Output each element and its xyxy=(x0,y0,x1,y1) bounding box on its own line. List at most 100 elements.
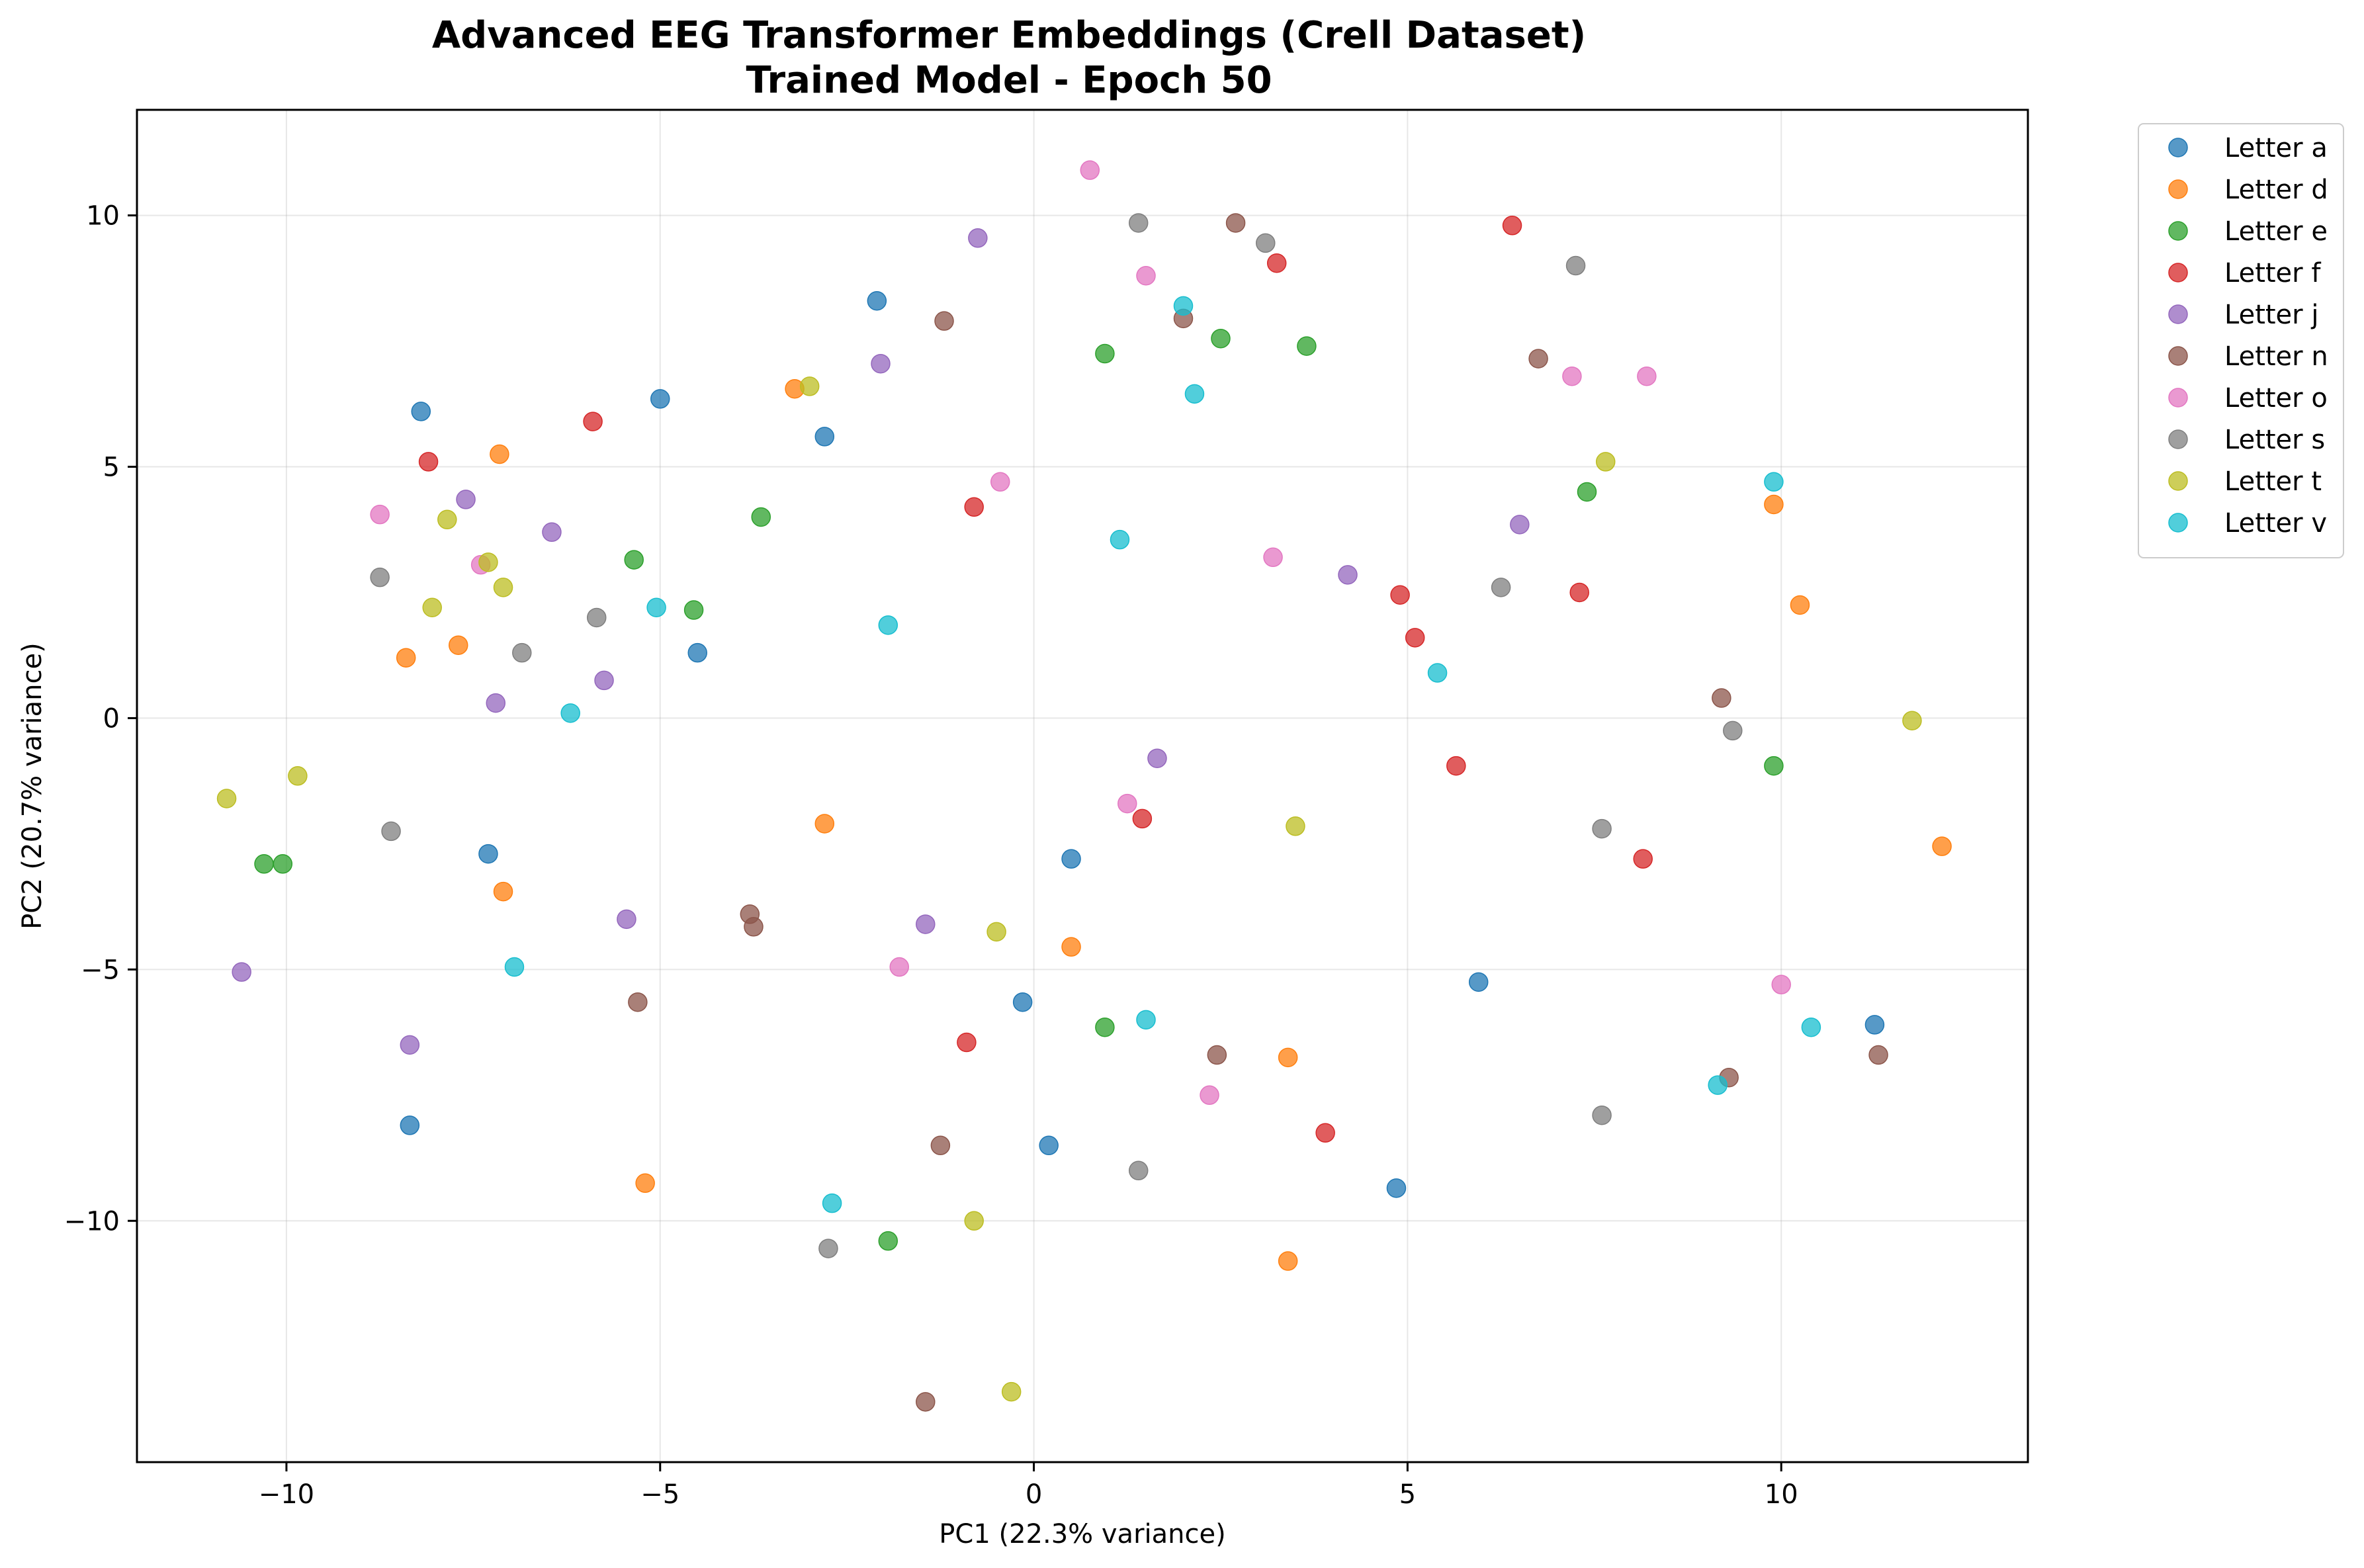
point-letter-j xyxy=(871,353,891,374)
point-letter-s xyxy=(586,607,607,628)
point-letter-j xyxy=(486,693,505,713)
point-letter-o xyxy=(1117,793,1137,814)
y-tick-label: 5 xyxy=(103,452,120,482)
point-letter-o xyxy=(1562,366,1582,386)
point-letter-e xyxy=(1297,336,1317,356)
point-letter-f xyxy=(1633,849,1653,869)
legend-marker xyxy=(2168,263,2188,283)
point-letter-j xyxy=(594,670,614,691)
point-letter-s xyxy=(1565,255,1586,276)
point-letter-e xyxy=(624,550,644,570)
legend-frame xyxy=(2138,123,2344,558)
point-letter-e xyxy=(683,600,704,620)
x-axis-label: PC1 (22.3% variance) xyxy=(939,1519,1225,1549)
point-letter-j xyxy=(1338,565,1358,585)
x-tick-label: −5 xyxy=(640,1479,679,1510)
y-tick-label: 0 xyxy=(103,703,120,734)
point-letter-t xyxy=(1596,452,1616,472)
point-letter-e xyxy=(254,854,274,874)
point-letter-s xyxy=(1592,1105,1612,1125)
point-letter-t xyxy=(288,766,308,786)
point-letter-n xyxy=(628,992,648,1012)
x-tick-label: −10 xyxy=(259,1479,314,1510)
point-letter-n xyxy=(1207,1045,1227,1065)
legend-marker xyxy=(2168,179,2188,199)
point-letter-f xyxy=(1502,216,1522,236)
point-letter-f xyxy=(1132,808,1153,829)
point-letter-s xyxy=(1128,213,1149,233)
point-letter-e xyxy=(751,507,771,527)
point-letter-s xyxy=(512,642,532,663)
legend-entry-label: Letter a xyxy=(2224,133,2328,163)
x-tick-label: 5 xyxy=(1399,1479,1416,1510)
point-letter-n xyxy=(1868,1045,1888,1065)
point-letter-f xyxy=(1315,1123,1335,1143)
point-letter-d xyxy=(1278,1047,1298,1068)
point-letter-v xyxy=(1110,529,1130,550)
point-letter-f xyxy=(1446,756,1466,776)
point-letter-o xyxy=(1136,266,1156,286)
point-letter-d xyxy=(1932,836,1952,856)
point-letter-d xyxy=(1790,595,1810,615)
point-letter-v xyxy=(504,957,525,977)
point-letter-o xyxy=(1771,975,1791,994)
point-letter-t xyxy=(437,509,457,530)
point-letter-n xyxy=(1528,349,1548,369)
point-letter-e xyxy=(1211,328,1231,349)
point-letter-o xyxy=(990,472,1010,492)
point-letter-s xyxy=(370,567,390,588)
point-letter-s xyxy=(1128,1160,1149,1181)
point-letter-f xyxy=(1405,628,1425,648)
legend-marker xyxy=(2168,388,2188,408)
point-letter-s xyxy=(818,1239,838,1258)
point-letter-n xyxy=(930,1135,951,1156)
point-letter-f xyxy=(583,412,603,431)
point-letter-t xyxy=(493,578,513,597)
grid xyxy=(137,110,2028,1462)
point-letter-d xyxy=(1278,1251,1298,1271)
point-letter-o xyxy=(1080,160,1100,180)
point-letter-a xyxy=(687,642,707,663)
point-letter-t xyxy=(799,376,820,396)
point-letter-a xyxy=(1012,992,1033,1012)
point-letter-t xyxy=(964,1211,984,1231)
legend-marker xyxy=(2168,429,2188,449)
point-letter-s xyxy=(1256,233,1276,253)
legend-entry-label: Letter v xyxy=(2224,508,2327,539)
legend-marker xyxy=(2168,138,2188,157)
point-letter-a xyxy=(478,844,498,864)
point-letter-n xyxy=(744,917,764,937)
point-letter-j xyxy=(968,228,988,248)
point-letter-v xyxy=(560,703,580,723)
legend-marker xyxy=(2168,304,2188,324)
point-letter-v xyxy=(878,615,898,635)
point-letter-j xyxy=(1510,515,1530,535)
x-tick-label: 10 xyxy=(1765,1479,1798,1510)
point-letter-o xyxy=(889,957,909,977)
legend-entry-label: Letter f xyxy=(2224,258,2321,288)
point-letter-a xyxy=(1386,1178,1407,1198)
point-letter-t xyxy=(1001,1381,1022,1402)
point-letter-f xyxy=(957,1032,977,1053)
point-letter-t xyxy=(1286,816,1305,836)
legend-entry-label: Letter e xyxy=(2224,216,2328,247)
point-letter-j xyxy=(1147,748,1167,768)
point-letter-o xyxy=(1263,547,1283,568)
point-letter-o xyxy=(1637,366,1657,386)
point-letter-j xyxy=(542,522,562,543)
legend-entry-label: Letter n xyxy=(2224,341,2328,372)
point-letter-f xyxy=(1569,582,1589,603)
legend-entry-label: Letter d xyxy=(2224,175,2328,205)
point-letter-a xyxy=(1061,849,1081,869)
point-letter-j xyxy=(400,1035,420,1055)
point-letter-e xyxy=(1095,343,1115,364)
legend: Letter a Letter d Letter e Letter f Letter j… xyxy=(2138,123,2344,558)
point-letter-n xyxy=(916,1392,936,1412)
point-letter-v xyxy=(822,1193,842,1213)
point-letter-t xyxy=(422,597,442,618)
point-letter-a xyxy=(867,290,887,311)
point-letter-v xyxy=(1801,1017,1821,1037)
point-letter-a xyxy=(1039,1135,1059,1156)
point-letter-s xyxy=(381,821,401,842)
